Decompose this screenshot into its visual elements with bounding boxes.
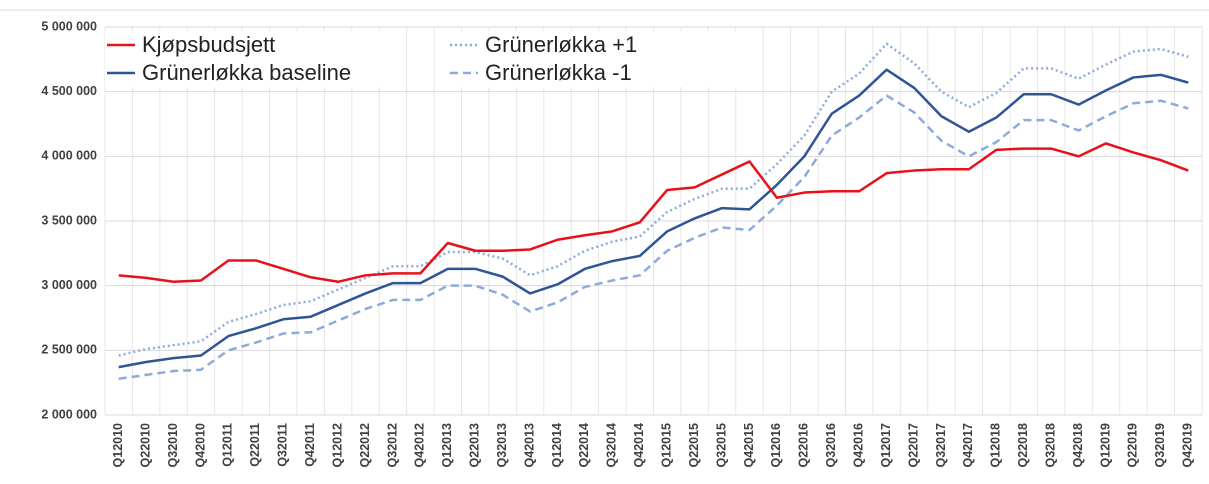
x-tick-label: Q42018 bbox=[1071, 423, 1085, 468]
x-tick-label: Q12012 bbox=[330, 423, 344, 468]
x-tick-label: Q32012 bbox=[385, 423, 399, 468]
x-tick-label: Q22017 bbox=[906, 423, 920, 468]
x-tick-label: Q42015 bbox=[742, 423, 756, 468]
x-tick-label: Q12018 bbox=[989, 423, 1003, 468]
y-tick-label: 5 000 000 bbox=[41, 19, 97, 33]
y-tick-label: 3 000 000 bbox=[41, 278, 97, 292]
x-tick-label: Q32016 bbox=[824, 423, 838, 468]
x-tick-label: Q32013 bbox=[495, 423, 509, 468]
x-tick-label: Q32015 bbox=[714, 423, 728, 468]
x-tick-label: Q22019 bbox=[1126, 423, 1140, 468]
x-tick-label: Q42014 bbox=[632, 423, 646, 468]
x-tick-label: Q22014 bbox=[577, 423, 591, 468]
x-tick-label: Q32018 bbox=[1043, 423, 1057, 468]
x-tick-label: Q42012 bbox=[413, 423, 427, 468]
legend-label: Grünerløkka +1 bbox=[485, 32, 637, 57]
x-tick-label: Q22013 bbox=[468, 423, 482, 468]
x-tick-label: Q42019 bbox=[1181, 423, 1195, 468]
x-tick-label: Q32017 bbox=[934, 423, 948, 468]
x-tick-label: Q22012 bbox=[358, 423, 372, 468]
legend-bg bbox=[448, 31, 738, 59]
x-tick-label: Q32019 bbox=[1153, 423, 1167, 468]
x-tick-label: Q42013 bbox=[522, 423, 536, 468]
legend-label: Grünerløkka -1 bbox=[485, 60, 632, 85]
x-tick-label: Q42010 bbox=[193, 423, 207, 468]
x-tick-label: Q12014 bbox=[550, 423, 564, 468]
legend-bg bbox=[105, 31, 395, 59]
series-line bbox=[118, 68, 1189, 369]
series-line bbox=[118, 142, 1189, 284]
x-tick-label: Q32014 bbox=[605, 423, 619, 468]
x-tick-label: Q22015 bbox=[687, 423, 701, 468]
x-tick-label: Q22010 bbox=[138, 423, 152, 468]
x-tick-label: Q12013 bbox=[440, 423, 454, 468]
legend-label: Grünerløkka baseline bbox=[142, 60, 351, 85]
x-tick-label: Q42017 bbox=[961, 423, 975, 468]
series-line bbox=[118, 94, 1189, 381]
x-tick-label: Q32011 bbox=[276, 423, 290, 467]
y-tick-label: 4 000 000 bbox=[41, 149, 97, 163]
x-tick-label: Q32010 bbox=[166, 423, 180, 468]
x-tick-label: Q22016 bbox=[797, 423, 811, 468]
x-tick-label: Q12015 bbox=[660, 423, 674, 468]
x-tick-label: Q12011 bbox=[221, 423, 235, 467]
x-tick-label: Q12016 bbox=[769, 423, 783, 468]
x-tick-label: Q22011 bbox=[248, 423, 262, 467]
legend-label: Kjøpsbudsjett bbox=[142, 32, 275, 57]
x-tick-label: Q22018 bbox=[1016, 423, 1030, 468]
y-tick-label: 2 500 000 bbox=[41, 343, 97, 357]
y-tick-label: 3 500 000 bbox=[41, 213, 97, 227]
x-tick-label: Q12019 bbox=[1098, 423, 1112, 468]
legend-bg bbox=[448, 59, 738, 87]
legend-bg bbox=[105, 59, 395, 87]
x-tick-label: Q12010 bbox=[111, 423, 125, 468]
y-tick-label: 2 000 000 bbox=[41, 407, 97, 421]
x-tick-label: Q42011 bbox=[303, 423, 317, 467]
x-tick-label: Q12017 bbox=[879, 423, 893, 468]
x-tick-label: Q42016 bbox=[851, 423, 865, 468]
y-tick-label: 4 500 000 bbox=[41, 84, 97, 98]
